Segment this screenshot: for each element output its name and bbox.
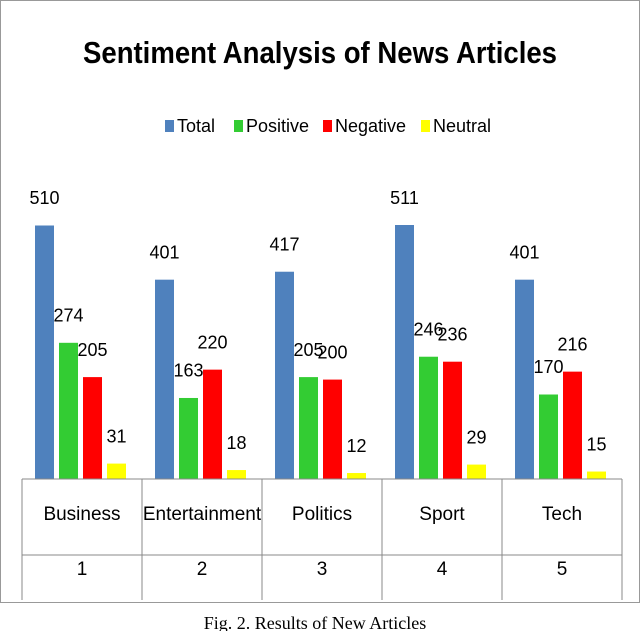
bar [347, 473, 366, 479]
bar [539, 394, 558, 479]
x-tick-label: Politics [292, 504, 352, 525]
value-label: 18 [226, 433, 246, 453]
category-number: 4 [437, 559, 448, 580]
category-number: 5 [557, 559, 568, 580]
bar [563, 371, 582, 479]
bar [395, 225, 414, 479]
value-label: 15 [586, 434, 606, 454]
value-label: 511 [390, 188, 419, 208]
value-label: 401 [509, 242, 539, 262]
value-label: 31 [106, 426, 126, 446]
bar [323, 379, 342, 479]
legend-swatch [421, 120, 430, 132]
bar [83, 377, 102, 479]
x-tick-label: Entertainment [143, 504, 262, 525]
value-label: 236 [437, 324, 467, 344]
bar [59, 342, 78, 479]
value-label: 510 [29, 188, 59, 208]
caption: Fig. 2. Results of New Articles [204, 613, 427, 631]
value-label: 163 [173, 361, 203, 381]
value-label: 205 [293, 340, 323, 360]
value-label: 170 [533, 357, 563, 377]
bar [467, 464, 486, 479]
bar [227, 470, 246, 479]
category-number: 2 [197, 559, 208, 580]
category-number: 1 [77, 559, 88, 580]
value-label: 200 [317, 342, 347, 362]
legend-swatch [234, 120, 243, 132]
x-tick-label: Business [43, 504, 120, 525]
bar [203, 369, 222, 479]
x-tick-label: Sport [419, 504, 465, 525]
legend-swatch [323, 120, 332, 132]
bar [155, 279, 174, 479]
value-label: 274 [53, 306, 83, 326]
category-number: 3 [317, 559, 328, 580]
legend-label: Total [177, 116, 215, 136]
value-label: 417 [269, 234, 299, 254]
value-label: 205 [77, 340, 107, 360]
value-label: 246 [413, 319, 443, 339]
bar [107, 463, 126, 479]
value-label: 216 [557, 334, 587, 354]
x-tick-label: Tech [542, 504, 582, 525]
legend-label: Positive [246, 116, 309, 136]
bar [299, 377, 318, 479]
bar [179, 397, 198, 479]
legend-label: Negative [335, 116, 406, 136]
value-label: 220 [197, 332, 227, 352]
legend-label: Neutral [433, 116, 491, 136]
bar [35, 225, 54, 479]
bar [275, 271, 294, 479]
bar [443, 361, 462, 479]
bar [419, 356, 438, 479]
chart-title: Sentiment Analysis of News Articles [83, 35, 557, 70]
bar [515, 279, 534, 479]
bar [587, 471, 606, 479]
value-label: 29 [466, 427, 486, 447]
value-label: 401 [149, 242, 179, 262]
legend-swatch [165, 120, 174, 132]
value-label: 12 [346, 436, 366, 456]
